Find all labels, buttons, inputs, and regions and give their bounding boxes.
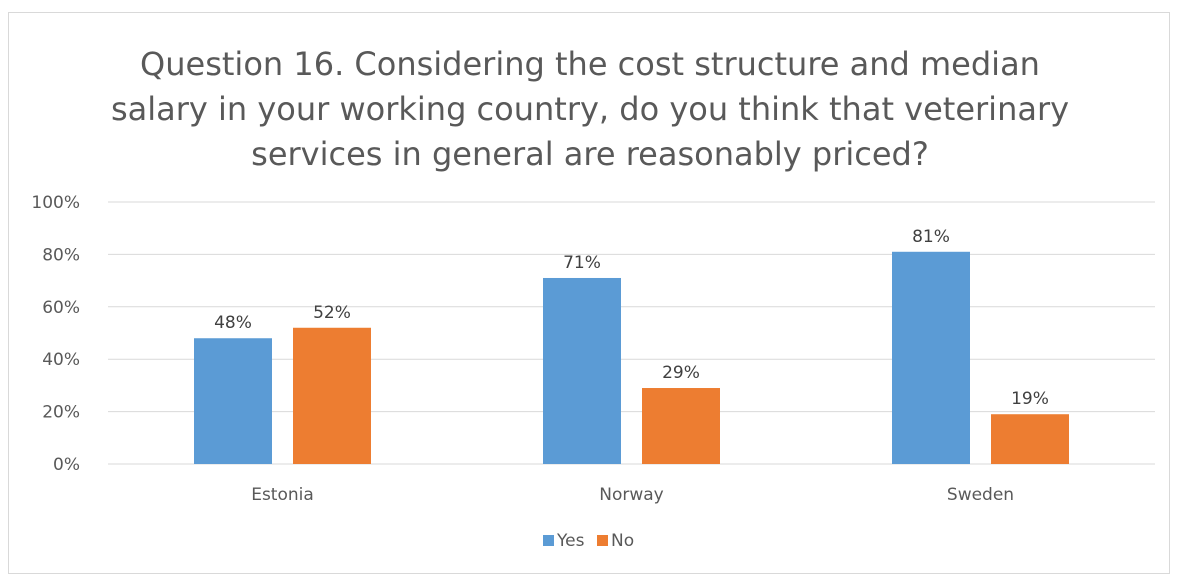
x-axis-tick-labels: Estonia Norway Sweden — [251, 485, 1014, 505]
chart-title-line-3: services in general are reasonably price… — [251, 135, 929, 173]
data-label-no-norway: 29% — [662, 363, 700, 383]
legend-swatch-no — [597, 535, 608, 546]
chart-title-line-2: salary in your working country, do you t… — [110, 90, 1070, 128]
x-tick-label-norway: Norway — [599, 485, 664, 505]
legend: Yes No — [543, 531, 634, 551]
legend-label-yes: Yes — [556, 531, 585, 551]
bar-no-norway — [642, 388, 720, 464]
data-label-no-sweden: 19% — [1011, 389, 1049, 409]
bar-no-sweden — [991, 414, 1069, 464]
y-tick-label: 0% — [53, 455, 80, 475]
data-label-yes-norway: 71% — [563, 253, 601, 273]
legend-swatch-yes — [543, 535, 554, 546]
data-label-yes-sweden: 81% — [912, 227, 950, 247]
x-tick-label-sweden: Sweden — [947, 485, 1014, 505]
data-label-no-estonia: 52% — [313, 303, 351, 323]
y-tick-label: 80% — [42, 245, 80, 265]
bar-yes-sweden — [892, 251, 970, 464]
y-tick-label: 100% — [31, 193, 80, 213]
bars — [194, 251, 1069, 464]
y-tick-label: 40% — [42, 350, 80, 370]
bar-no-estonia — [293, 327, 371, 464]
x-tick-label-estonia: Estonia — [251, 485, 314, 505]
bar-yes-norway — [543, 277, 621, 464]
bar-yes-estonia — [194, 338, 272, 464]
chart-title: Question 16. Considering the cost struct… — [0, 42, 1180, 177]
y-axis-tick-labels: 0% 20% 40% 60% 80% 100% — [31, 193, 80, 475]
data-labels: 48% 52% 71% 29% 81% 19% — [214, 227, 1049, 409]
y-tick-label: 60% — [42, 298, 80, 318]
legend-label-no: No — [611, 531, 634, 551]
y-tick-label: 20% — [42, 403, 80, 423]
gridlines — [108, 201, 1155, 465]
data-label-yes-estonia: 48% — [214, 313, 252, 333]
chart-title-line-1: Question 16. Considering the cost struct… — [140, 45, 1040, 83]
